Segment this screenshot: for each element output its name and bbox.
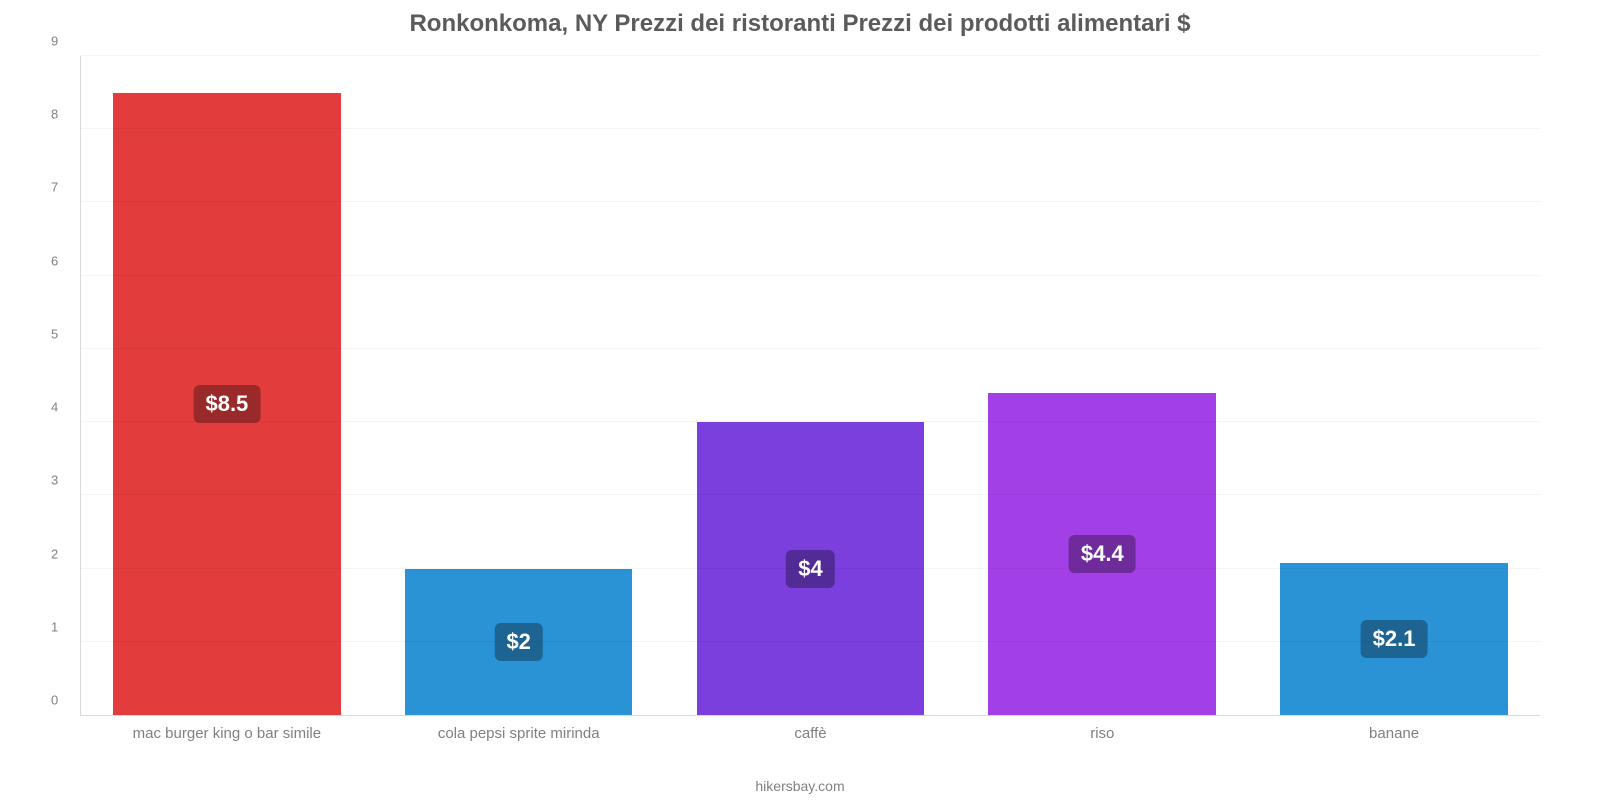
grid-line <box>81 568 1540 569</box>
bar-slot: $4caffè <box>665 56 957 715</box>
y-tick: 4 <box>51 400 58 415</box>
bar-slot: $8.5mac burger king o bar simile <box>81 56 373 715</box>
x-category-label: cola pepsi sprite mirinda <box>438 725 600 742</box>
grid-line <box>81 348 1540 349</box>
chart-title: Ronkonkoma, NY Prezzi dei ristoranti Pre… <box>40 10 1560 38</box>
bars-container: $8.5mac burger king o bar simile$2cola p… <box>81 56 1540 715</box>
bar-slot: $2cola pepsi sprite mirinda <box>373 56 665 715</box>
y-tick: 3 <box>51 473 58 488</box>
bar-value-label: $8.5 <box>193 385 260 423</box>
bar: $8.5 <box>113 93 341 715</box>
bar-value-label: $4 <box>786 550 834 588</box>
y-tick: 8 <box>51 107 58 122</box>
bar-value-label: $2 <box>494 623 542 661</box>
x-category-label: banane <box>1369 725 1419 742</box>
bar: $4.4 <box>988 393 1216 715</box>
x-category-label: caffè <box>794 725 826 742</box>
y-tick: 6 <box>51 253 58 268</box>
bar-slot: $4.4riso <box>956 56 1248 715</box>
y-tick: 5 <box>51 326 58 341</box>
bar-slot: $2.1banane <box>1248 56 1540 715</box>
x-category-label: mac burger king o bar simile <box>133 725 321 742</box>
grid-line <box>81 201 1540 202</box>
bar: $2 <box>405 569 633 715</box>
x-category-label: riso <box>1090 725 1114 742</box>
grid-line <box>81 494 1540 495</box>
grid-line <box>81 421 1540 422</box>
grid-line <box>81 55 1540 56</box>
chart-footer: hikersbay.com <box>0 778 1600 794</box>
grid-line <box>81 641 1540 642</box>
price-chart: Ronkonkoma, NY Prezzi dei ristoranti Pre… <box>0 0 1600 800</box>
bar: $4 <box>697 422 925 715</box>
grid-line <box>81 275 1540 276</box>
bar-value-label: $2.1 <box>1361 620 1428 658</box>
y-tick: 2 <box>51 546 58 561</box>
y-tick: 0 <box>51 693 58 708</box>
plot-area: $8.5mac burger king o bar simile$2cola p… <box>80 56 1540 716</box>
y-tick: 9 <box>51 34 58 49</box>
y-tick: 1 <box>51 619 58 634</box>
y-tick: 7 <box>51 180 58 195</box>
grid-line <box>81 128 1540 129</box>
bar: $2.1 <box>1280 563 1508 715</box>
